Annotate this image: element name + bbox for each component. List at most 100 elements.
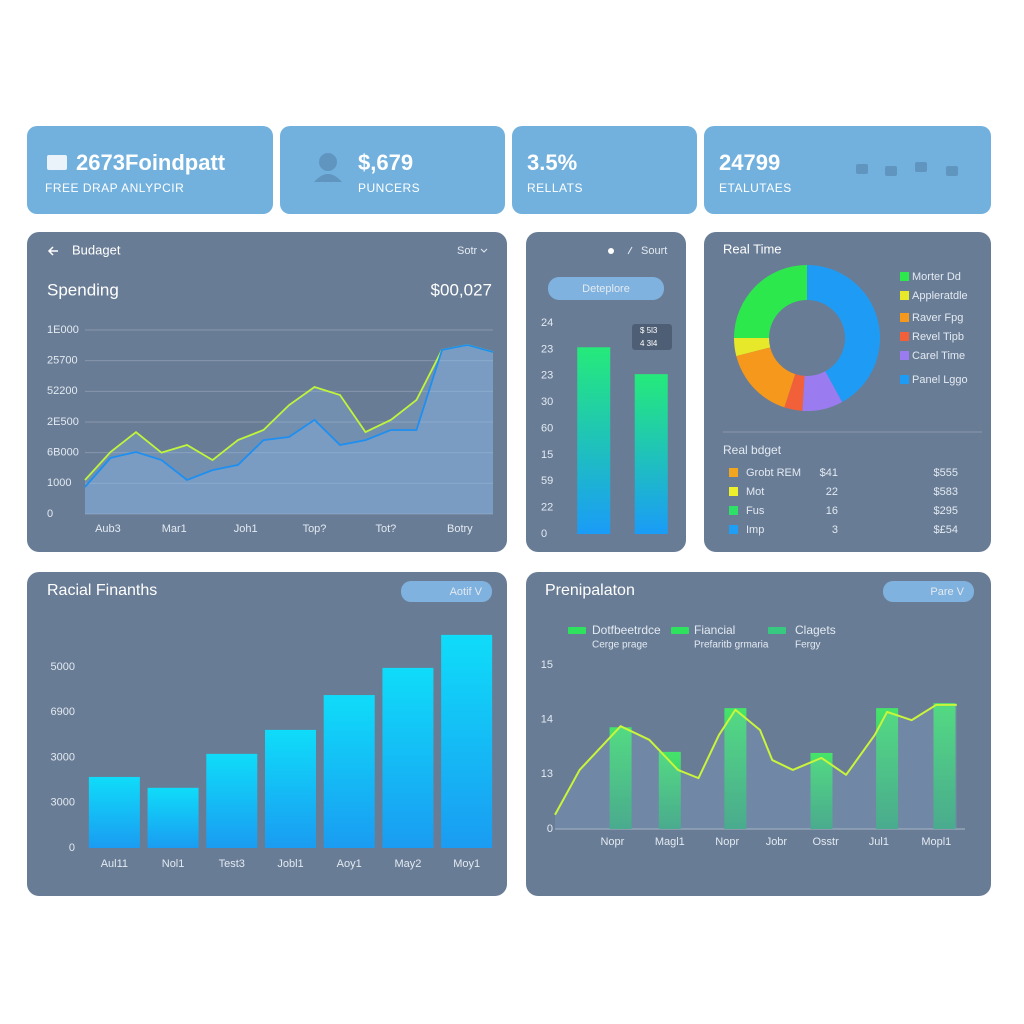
bar — [577, 347, 611, 534]
bar — [810, 752, 833, 829]
bar — [323, 695, 375, 848]
y-tick-label: 30 — [541, 396, 553, 408]
legend-swatch — [900, 351, 909, 360]
chart-title: Real Time — [723, 241, 782, 256]
y-tick-label: 22 — [541, 502, 553, 514]
button-label: Deteplore — [582, 283, 630, 295]
bar — [933, 703, 956, 829]
y-tick-label: 14 — [541, 714, 553, 726]
bar — [658, 751, 681, 829]
y-tick-label: 13 — [541, 768, 553, 780]
panel — [27, 232, 507, 552]
legend-label: Clagets — [795, 623, 836, 637]
row-swatch — [729, 487, 738, 496]
legend-label: Appleratdle — [912, 290, 968, 302]
kpi-value: $,679 — [358, 150, 413, 175]
y-tick-label: 0 — [547, 823, 553, 835]
x-tick-label: Botry — [447, 523, 473, 535]
legend-swatch — [900, 272, 909, 281]
y-tick-label: 15 — [541, 659, 553, 671]
x-tick-label: Aul11 — [101, 858, 128, 870]
panel-header: Budaget — [72, 242, 121, 257]
x-tick-label: Mopl1 — [921, 836, 951, 848]
x-tick-label: Jobr — [766, 836, 788, 848]
y-tick-label: 1E000 — [47, 324, 79, 336]
bar — [147, 787, 199, 848]
x-tick-label: Moy1 — [453, 858, 480, 870]
chart-title: Prenipalaton — [545, 582, 635, 599]
kpi-icon — [885, 166, 897, 176]
panel — [526, 572, 991, 896]
button[interactable] — [401, 581, 492, 602]
button-label: Pare V — [930, 586, 964, 598]
row-swatch — [729, 525, 738, 534]
line — [84, 344, 494, 481]
legend-label: Panel Lggo — [912, 374, 968, 386]
legend-swatch — [900, 313, 909, 322]
button[interactable] — [883, 581, 974, 602]
kpi-label: ETALUTAES — [719, 181, 792, 195]
table-cell: $41 — [820, 467, 838, 479]
bar — [382, 667, 434, 848]
sort-menu: Sotr — [457, 245, 478, 257]
x-tick-label: Nopr — [600, 836, 624, 848]
y-tick-label: 23 — [541, 343, 553, 355]
total-value: $00,027 — [431, 280, 492, 299]
y-tick-label: 23 — [541, 370, 553, 382]
x-tick-label: Jobl1 — [277, 858, 303, 870]
note: 4 3l4 — [640, 339, 658, 348]
x-tick-label: Aoy1 — [337, 858, 362, 870]
bar — [634, 374, 668, 534]
legend-swatch — [768, 627, 786, 634]
row-swatch — [729, 468, 738, 477]
line — [84, 344, 494, 488]
y-tick-label: 3000 — [51, 797, 75, 809]
kpi-icon — [915, 162, 927, 172]
y-tick-label: 6B000 — [47, 447, 79, 459]
kpi-icon — [319, 153, 337, 171]
legend-swatch — [671, 627, 689, 634]
table-cell: $555 — [934, 467, 958, 479]
table-cell: $583 — [934, 486, 958, 498]
table-cell: $295 — [934, 505, 958, 517]
x-tick-label: Osstr — [812, 836, 839, 848]
sort-icon — [627, 246, 633, 255]
legend-label: Morter Dd — [912, 271, 961, 283]
status-dot — [608, 248, 614, 254]
x-tick-label: Magl1 — [655, 836, 685, 848]
note: $ 5l3 — [640, 326, 658, 335]
x-tick-label: Test3 — [219, 858, 245, 870]
kpi-card — [512, 126, 697, 214]
y-tick-label: 2E500 — [47, 416, 79, 428]
legend-note: Fergy — [795, 640, 821, 651]
kpi-card — [280, 126, 505, 214]
y-tick-label: 5000 — [51, 661, 75, 673]
kpi-label: RELLATS — [527, 181, 583, 195]
donut-slice — [736, 347, 796, 408]
y-tick-label: 0 — [69, 842, 75, 854]
bar — [265, 729, 316, 848]
table-cell: 22 — [826, 486, 838, 498]
x-tick-label: Tot? — [376, 523, 397, 535]
y-tick-label: 3000 — [51, 751, 75, 763]
area — [555, 704, 957, 829]
x-tick-label: Nopr — [715, 836, 739, 848]
table-cell: $£54 — [934, 524, 958, 536]
bar — [441, 634, 493, 848]
button — [548, 277, 664, 300]
legend-label: Raver Fpg — [912, 312, 963, 324]
y-tick-label: 15 — [541, 449, 553, 461]
table-cell: 16 — [826, 505, 838, 517]
note-box — [632, 324, 672, 350]
x-tick-label: Mar1 — [162, 523, 187, 535]
table-title: Real bdget — [723, 443, 782, 457]
table-cell: Grobt REM — [746, 467, 801, 479]
legend-swatch — [900, 332, 909, 341]
y-tick-label: 0 — [47, 508, 53, 520]
x-tick-label: Aub3 — [95, 523, 121, 535]
table-cell: Fus — [746, 505, 765, 517]
kpi-card — [704, 126, 991, 214]
kpi-icon — [946, 166, 958, 176]
y-tick-label: 59 — [541, 475, 553, 487]
